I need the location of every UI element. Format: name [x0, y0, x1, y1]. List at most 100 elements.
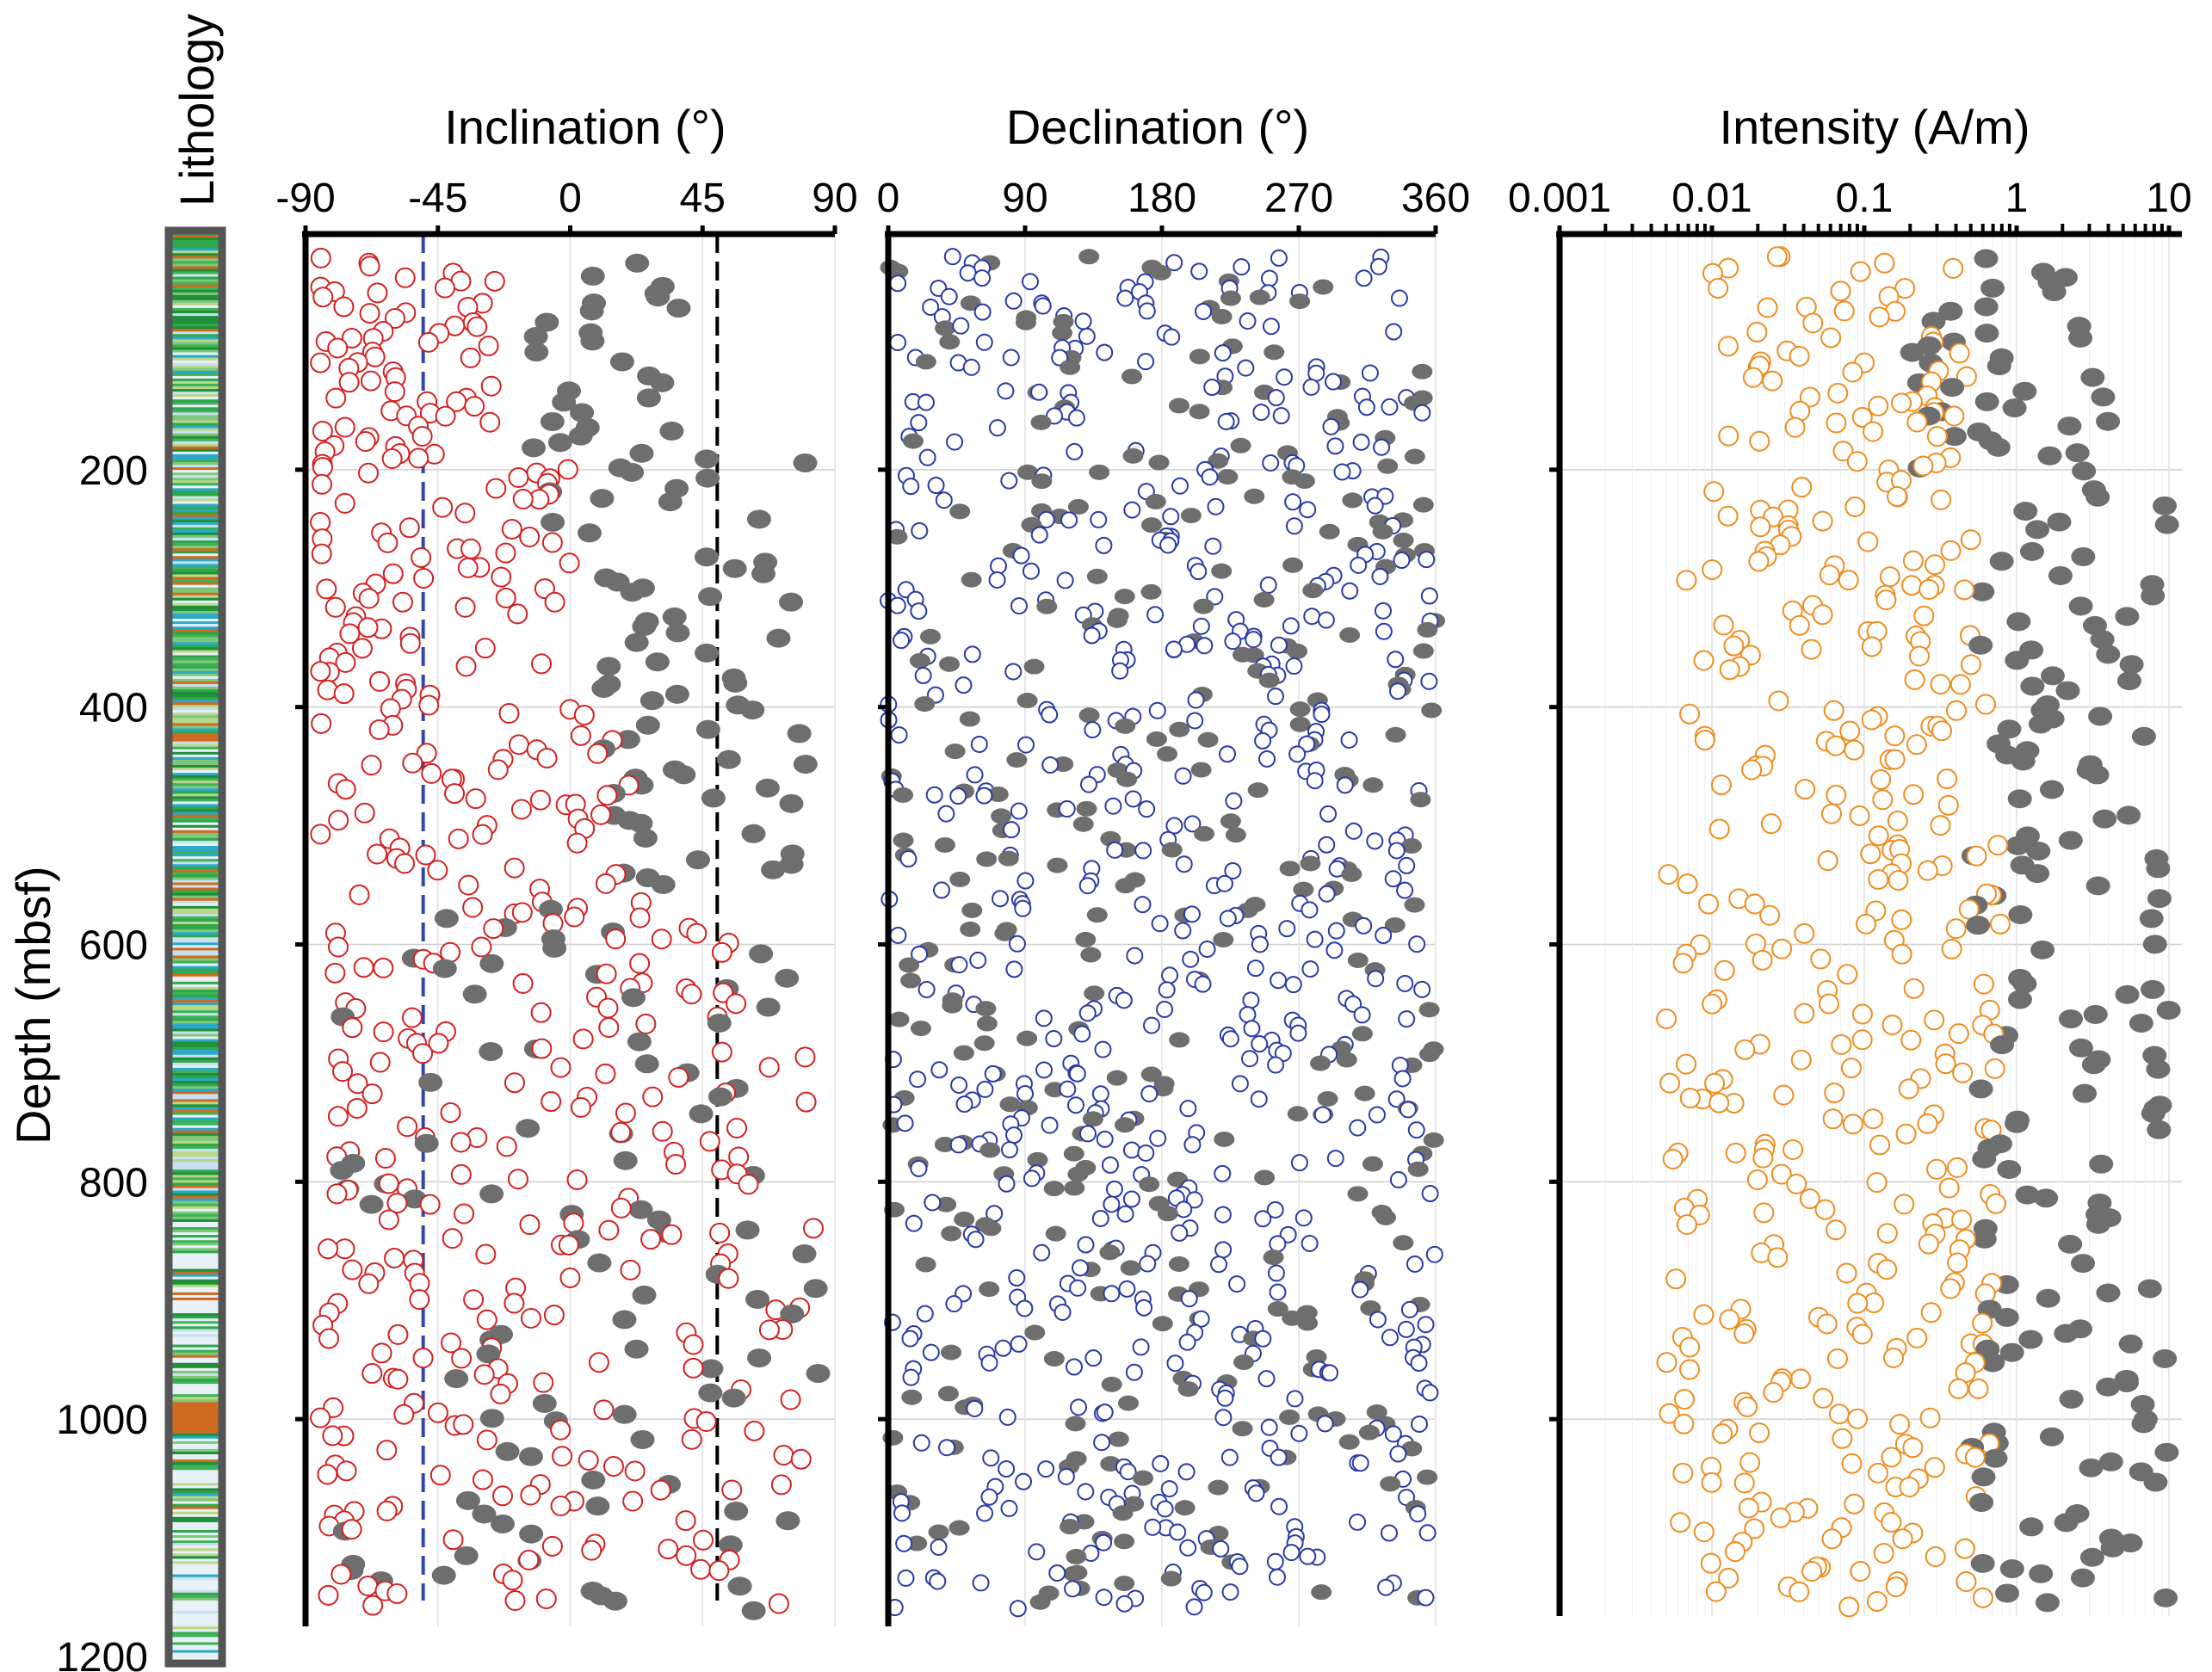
open-point [1874, 252, 1895, 274]
filled-point [979, 1142, 1001, 1158]
filled-point [624, 1339, 649, 1359]
filled-point [915, 354, 936, 370]
lithology-strip [172, 1608, 219, 1612]
lithology-strip [172, 683, 219, 688]
open-point [1192, 1310, 1210, 1328]
open-point [1974, 694, 1996, 715]
lithology-strip [172, 1237, 219, 1241]
open-point [1868, 825, 1889, 847]
open-point [937, 805, 955, 823]
lithology-strip [172, 788, 219, 792]
open-point [1390, 289, 1408, 307]
open-point [1377, 1578, 1395, 1596]
filled-point [1351, 1026, 1373, 1042]
lithology-strip [172, 1248, 219, 1251]
open-point [721, 1479, 743, 1501]
filled-point [1393, 1235, 1414, 1251]
filled-point [698, 587, 723, 607]
open-point [373, 957, 394, 978]
open-point [368, 719, 390, 741]
open-point [1056, 571, 1074, 589]
filled-point [936, 1196, 957, 1212]
open-point [1340, 731, 1358, 749]
open-point [893, 1504, 911, 1522]
open-point [508, 467, 529, 489]
filled-point [2029, 1564, 2054, 1583]
open-point [1212, 1539, 1230, 1558]
open-point [1810, 948, 1832, 970]
filled-point [775, 968, 800, 988]
filled-point [1140, 1066, 1162, 1083]
open-point [1375, 927, 1393, 945]
lithology-strip [172, 386, 219, 390]
open-point [1303, 608, 1321, 626]
open-point [1381, 398, 1399, 416]
lithology-strip [172, 370, 219, 374]
lithology-strip [172, 475, 219, 478]
lithology-strip [172, 1000, 219, 1003]
open-point [310, 661, 331, 682]
open-point [1869, 1134, 1891, 1156]
lithology-strip [172, 485, 219, 489]
lithology-strip [172, 705, 219, 708]
open-point [377, 532, 399, 553]
lithology-strip [172, 632, 219, 635]
open-point [504, 1072, 525, 1094]
open-point [1316, 1415, 1334, 1433]
lithology-strip [172, 1574, 219, 1578]
open-point [520, 1307, 541, 1329]
open-point [1906, 411, 1928, 433]
filled-point [479, 1409, 504, 1428]
filled-point [1372, 523, 1393, 540]
lithology-strip [172, 566, 219, 570]
lithology-strip [172, 534, 219, 539]
open-point [912, 1434, 930, 1452]
open-point [1421, 1384, 1439, 1402]
open-point [327, 936, 349, 958]
lithology-strip [172, 885, 219, 889]
open-point [327, 337, 349, 359]
open-point [1090, 510, 1108, 528]
open-point [889, 926, 907, 944]
filled-point [1258, 672, 1280, 688]
open-point [1231, 1558, 1249, 1576]
open-point [976, 1080, 994, 1098]
open-point [535, 1588, 557, 1609]
open-point [333, 683, 355, 705]
x-tick-label: -45 [408, 176, 467, 221]
lithology-strip [172, 407, 219, 410]
filled-point [1264, 344, 1285, 361]
filled-point [1112, 1505, 1134, 1521]
open-point [1171, 1224, 1189, 1242]
open-point [559, 1267, 581, 1288]
open-point [795, 1091, 817, 1113]
filled-point [780, 1304, 805, 1323]
open-point [1703, 481, 1725, 503]
open-point [1144, 1518, 1162, 1536]
open-point [1833, 300, 1855, 322]
lithology-strip [172, 1412, 219, 1416]
open-point [1008, 935, 1026, 953]
filled-point [1966, 916, 1991, 935]
filled-point [2012, 381, 2037, 401]
lithology-strip [172, 1634, 219, 1638]
open-point [1918, 1233, 1939, 1255]
filled-point [701, 788, 726, 808]
open-point [1966, 845, 1987, 867]
lithology-strip [172, 235, 219, 238]
open-point [1418, 551, 1436, 569]
open-point [629, 953, 651, 974]
filled-point [1076, 800, 1097, 817]
filled-point [1968, 635, 1993, 655]
open-point [402, 752, 423, 774]
lithology-frame [164, 226, 226, 1668]
lithology-strip [172, 922, 219, 925]
open-point [1917, 860, 1938, 881]
open-point [1156, 1500, 1174, 1518]
lithology-strip [172, 589, 219, 594]
filled-point [1116, 771, 1138, 787]
filled-point [2156, 1000, 2181, 1020]
open-point [610, 1197, 632, 1219]
lithology-strip [172, 665, 219, 669]
